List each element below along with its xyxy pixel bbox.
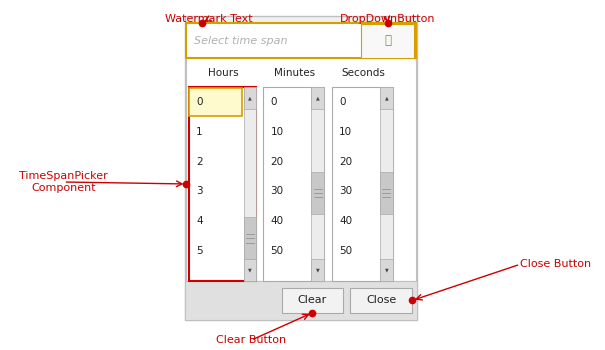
FancyBboxPatch shape <box>332 87 393 281</box>
FancyBboxPatch shape <box>380 259 393 281</box>
FancyBboxPatch shape <box>186 23 416 58</box>
FancyBboxPatch shape <box>350 288 412 313</box>
Text: Seconds: Seconds <box>341 68 385 78</box>
Text: ⏱: ⏱ <box>384 34 391 47</box>
FancyBboxPatch shape <box>185 281 417 320</box>
Text: ▲: ▲ <box>385 96 388 100</box>
Text: 1: 1 <box>196 127 203 137</box>
FancyBboxPatch shape <box>244 87 257 281</box>
Text: 50: 50 <box>339 246 352 256</box>
FancyBboxPatch shape <box>380 87 393 108</box>
FancyBboxPatch shape <box>186 58 416 281</box>
Text: Clear Button: Clear Button <box>216 335 286 345</box>
Text: Close Button: Close Button <box>520 259 592 269</box>
Text: 20: 20 <box>270 157 284 167</box>
Text: ▲: ▲ <box>248 96 252 100</box>
Text: Close: Close <box>366 295 396 306</box>
Text: 40: 40 <box>339 216 352 226</box>
FancyBboxPatch shape <box>380 87 393 281</box>
Text: 0: 0 <box>270 97 277 107</box>
FancyBboxPatch shape <box>312 172 324 214</box>
FancyBboxPatch shape <box>189 88 243 116</box>
Text: Select time span: Select time span <box>194 36 287 46</box>
FancyBboxPatch shape <box>312 87 324 281</box>
Text: 0: 0 <box>339 97 345 107</box>
Text: Minutes: Minutes <box>273 68 315 78</box>
Text: TimeSpanPicker
Component: TimeSpanPicker Component <box>19 171 108 193</box>
Text: 30: 30 <box>339 187 352 196</box>
FancyBboxPatch shape <box>244 259 257 281</box>
Text: 10: 10 <box>339 127 352 137</box>
Text: ▼: ▼ <box>385 267 388 273</box>
FancyBboxPatch shape <box>312 87 324 108</box>
FancyBboxPatch shape <box>281 288 344 313</box>
Text: 2: 2 <box>196 157 203 167</box>
Text: 4: 4 <box>196 216 203 226</box>
Text: 40: 40 <box>270 216 284 226</box>
FancyBboxPatch shape <box>263 87 324 281</box>
Text: Hours: Hours <box>208 68 238 78</box>
FancyBboxPatch shape <box>185 16 417 320</box>
Text: 10: 10 <box>270 127 284 137</box>
Text: 0: 0 <box>196 97 203 107</box>
Text: 20: 20 <box>339 157 352 167</box>
Text: ▼: ▼ <box>316 267 319 273</box>
Text: 5: 5 <box>196 246 203 256</box>
FancyBboxPatch shape <box>244 87 257 108</box>
Text: 3: 3 <box>196 187 203 196</box>
FancyBboxPatch shape <box>189 87 257 281</box>
FancyBboxPatch shape <box>244 217 257 259</box>
FancyBboxPatch shape <box>361 24 414 58</box>
Text: 30: 30 <box>270 187 284 196</box>
Text: ▼: ▼ <box>248 267 252 273</box>
Text: Clear: Clear <box>298 295 327 306</box>
Text: DropDownButton: DropDownButton <box>339 14 435 24</box>
Text: 50: 50 <box>270 246 284 256</box>
FancyBboxPatch shape <box>312 259 324 281</box>
FancyBboxPatch shape <box>380 172 393 214</box>
Text: ▲: ▲ <box>316 96 319 100</box>
Text: Watermark Text: Watermark Text <box>165 14 252 24</box>
